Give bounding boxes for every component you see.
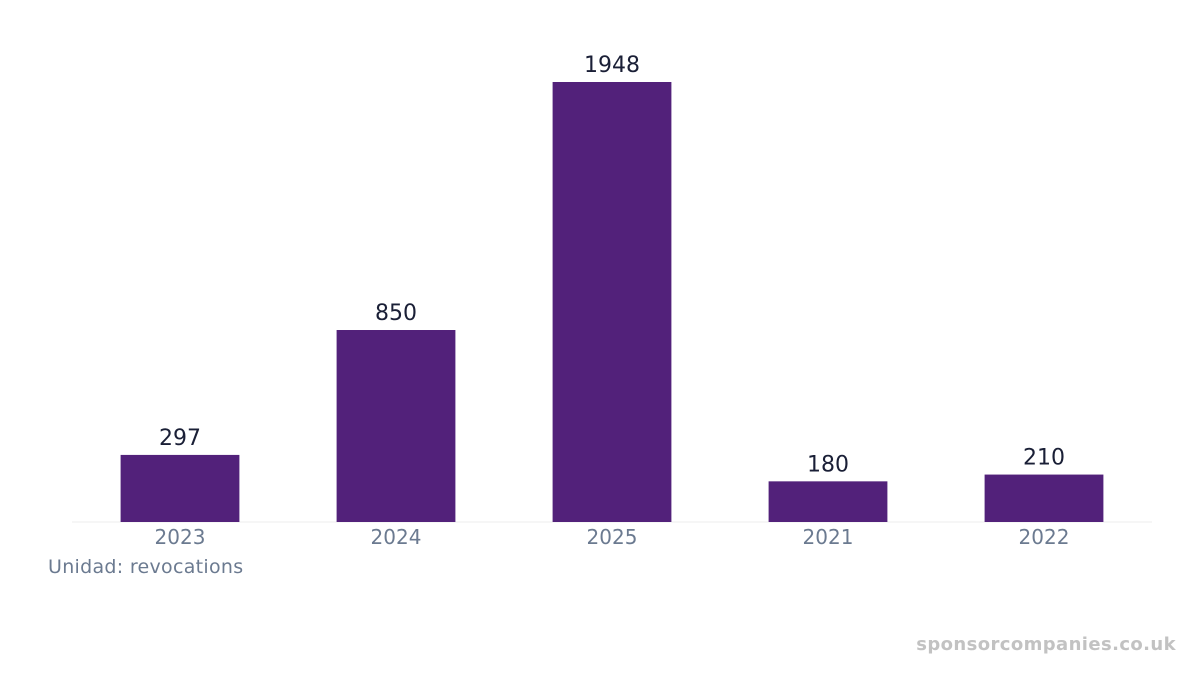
x-tick-label-2024: 2024: [371, 525, 422, 549]
bar-2025: [552, 82, 672, 522]
x-tick-label-2021: 2021: [803, 525, 854, 549]
bar-2024: [336, 330, 456, 522]
x-tick-labels-group: 2023 2024 2025 2021 2022: [155, 525, 1070, 549]
value-labels-group: 297 850 1948 180 210: [159, 53, 1065, 477]
bar-2022: [984, 474, 1104, 522]
bar-2021: [768, 481, 888, 522]
value-label-2022: 210: [1023, 446, 1065, 471]
value-label-2025: 1948: [584, 53, 640, 78]
value-label-2021: 180: [807, 452, 849, 477]
bars-group: [120, 82, 1104, 522]
unit-label: Unidad: revocations: [48, 556, 244, 578]
bar-2023: [120, 454, 240, 522]
watermark: sponsorcompanies.co.uk: [916, 634, 1176, 655]
x-tick-label-2022: 2022: [1019, 525, 1070, 549]
value-label-2024: 850: [375, 301, 417, 326]
value-label-2023: 297: [159, 426, 201, 451]
x-tick-label-2025: 2025: [587, 525, 638, 549]
x-tick-label-2023: 2023: [155, 525, 206, 549]
